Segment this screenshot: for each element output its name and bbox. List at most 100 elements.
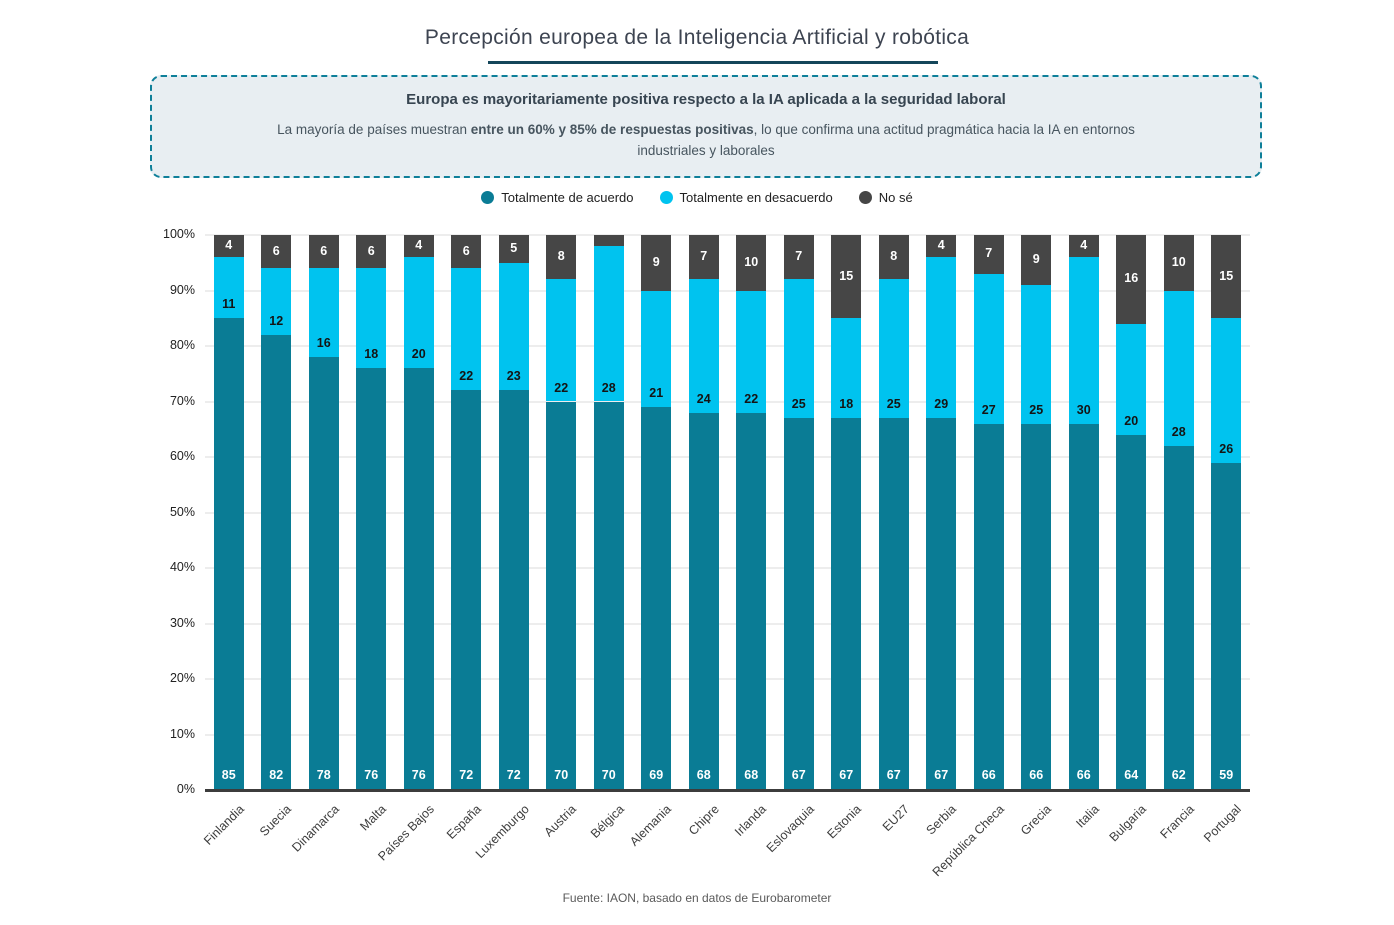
bar-segment-agree: [546, 401, 577, 790]
legend-dot-icon: [858, 191, 872, 204]
bar-value-agree: 68: [744, 768, 759, 782]
bar-segment-agree: [736, 412, 767, 790]
bar-value-dontknow: 16: [1124, 271, 1139, 286]
bar-segment-disagree: [641, 290, 672, 408]
bar-value-dontknow: 10: [1171, 254, 1186, 269]
bar-segment-agree: [261, 334, 292, 790]
bar-segment-disagree: [1068, 257, 1099, 424]
bar-segment-dontknow: [736, 235, 767, 291]
bar-value-dontknow: 6: [462, 243, 470, 258]
bar-value-disagree: 22: [459, 369, 474, 384]
bar-value-agree: 68: [696, 768, 711, 782]
bar-segment-dontknow: [926, 235, 957, 258]
bar-value-agree: 72: [506, 768, 521, 782]
bar-value-agree: 85: [221, 768, 236, 782]
legend-dot-icon: [659, 191, 673, 204]
bar-value-dontknow: 9: [652, 254, 660, 269]
bar-value-dontknow: 4: [937, 238, 945, 253]
bar-segment-agree: [831, 418, 862, 790]
bar-value-dontknow: 15: [1219, 268, 1234, 283]
bar-value-agree: 67: [886, 768, 901, 782]
bar-value-agree: 70: [601, 768, 616, 782]
bar-segment-dontknow: [593, 235, 624, 247]
callout-body: La mayoría de países muestran entre un 6…: [246, 120, 1166, 162]
bar-segment-dontknow: [356, 235, 387, 269]
bar-segment-disagree: [926, 257, 957, 419]
bar-segment-disagree: [498, 262, 529, 391]
bar-segment-disagree: [783, 279, 814, 419]
bar-value-disagree: 20: [1124, 413, 1139, 428]
y-tick-label: 90%: [169, 282, 195, 297]
bar-value-agree: 59: [1219, 768, 1234, 782]
bar-segment-dontknow: [688, 235, 719, 280]
bar-segment-disagree: [356, 268, 387, 369]
bar-segment-agree: [688, 412, 719, 790]
bar-value-agree: 66: [1029, 768, 1044, 782]
bar-value-disagree: 25: [886, 397, 901, 412]
bar-segment-disagree: [308, 268, 339, 358]
bar-segment-agree: [403, 368, 434, 790]
y-tick-label: 30%: [169, 615, 195, 630]
bar-value-disagree: 18: [364, 347, 379, 362]
source-note: Fuente: IAON, basado en datos de Eurobar…: [562, 891, 832, 905]
title-underline: [488, 61, 938, 64]
bar-value-dontknow: 4: [1080, 238, 1088, 253]
bar-value-agree: 76: [364, 768, 379, 782]
bar-segment-dontknow: [1021, 235, 1052, 285]
page-title: Percepción europea de la Inteligencia Ar…: [424, 26, 970, 49]
bar-segment-disagree: [1116, 323, 1147, 435]
bar-segment-disagree: [213, 257, 244, 319]
bar-segment-dontknow: [308, 235, 339, 269]
gridline-40: [205, 567, 1250, 569]
bar-value-agree: 67: [934, 768, 949, 782]
bar-value-agree: 70: [554, 768, 569, 782]
bar-segment-dontknow: [498, 235, 529, 263]
bar-segment-agree: [926, 418, 957, 790]
legend-label: Totalmente de acuerdo: [501, 190, 634, 205]
y-tick-label: 10%: [169, 726, 195, 741]
y-tick-label: 50%: [169, 504, 195, 519]
bar-segment-agree: [1163, 445, 1194, 790]
bar-value-agree: 66: [981, 768, 996, 782]
legend-item-0: Totalmente de acuerdo: [481, 190, 634, 205]
bar-value-dontknow: 6: [367, 243, 375, 258]
bar-value-disagree: 20: [411, 347, 426, 362]
y-tick-label: 70%: [169, 393, 195, 408]
bar-value-agree: 62: [1171, 768, 1186, 782]
gridline-100: [205, 234, 1250, 236]
gridline-80: [205, 345, 1250, 347]
legend-label: No sé: [878, 190, 913, 205]
bar-segment-dontknow: [403, 235, 434, 258]
bar-value-agree: 76: [411, 768, 426, 782]
bar-value-disagree: 16: [316, 336, 331, 351]
bar-value-disagree: 26: [1219, 441, 1234, 456]
chart-legend: Totalmente de acuerdo Totalmente en desac…: [0, 190, 1394, 205]
bar-value-agree: 67: [791, 768, 806, 782]
bar-segment-agree: [213, 318, 244, 790]
bar-segment-disagree: [688, 279, 719, 413]
bar-value-agree: 67: [839, 768, 854, 782]
bar-segment-disagree: [831, 318, 862, 419]
bar-segment-agree: [356, 368, 387, 790]
bar-value-dontknow: 7: [700, 249, 708, 264]
bar-value-agree: 78: [316, 768, 331, 782]
bar-value-dontknow: 7: [985, 246, 993, 261]
bar-value-disagree: 28: [601, 380, 616, 395]
bar-segment-agree: [593, 401, 624, 790]
callout-body-suffix: , lo que confirma una actitud pragmática…: [637, 122, 1135, 158]
bar-segment-dontknow: [1211, 235, 1242, 319]
gridline-50: [205, 511, 1250, 514]
y-tick-label: 100%: [163, 227, 195, 241]
bar-value-dontknow: 6: [272, 243, 280, 258]
bar-segment-disagree: [973, 273, 1004, 424]
bar-segment-disagree: [1163, 290, 1194, 446]
bar-segment-agree: [308, 357, 339, 790]
gridline-60: [205, 456, 1250, 458]
bar-value-dontknow: 9: [1032, 251, 1040, 266]
bar-segment-disagree: [593, 246, 624, 402]
bar-value-disagree: 22: [744, 391, 759, 406]
bar-segment-agree: [783, 418, 814, 790]
bar-value-disagree: 25: [791, 397, 806, 412]
